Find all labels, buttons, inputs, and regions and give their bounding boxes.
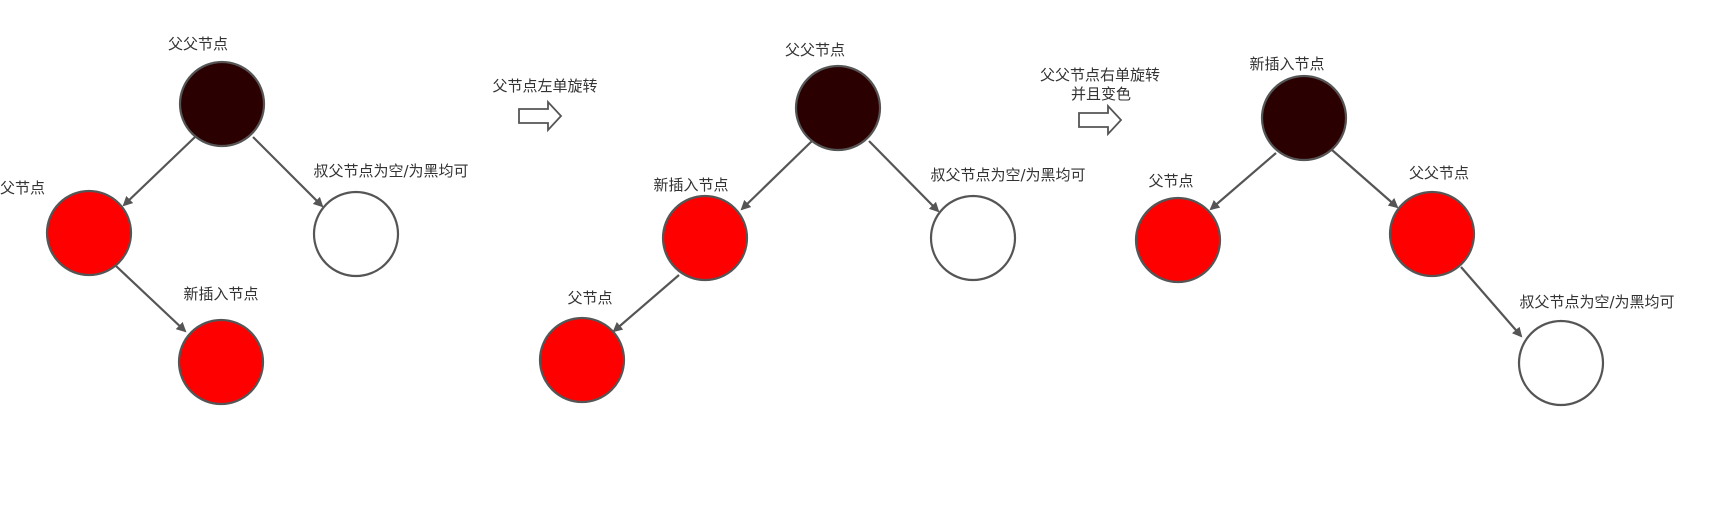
grandparent-label: 父父节点	[168, 35, 228, 53]
parent-label: 父节点	[1148, 172, 1193, 190]
grandparent-node-black	[178, 60, 266, 148]
parent-node-red	[1134, 196, 1222, 284]
edge-root-to-grandparent	[1331, 149, 1399, 209]
new-node-label: 新插入节点	[183, 285, 258, 303]
step-2-label-line1: 父父节点右单旋转	[1040, 66, 1160, 84]
step-1-label: 父节点左单旋转	[492, 77, 597, 95]
uncle-label: 叔父节点为空/为黑均可	[930, 166, 1085, 184]
root-label: 新插入节点	[1249, 55, 1324, 73]
new-node-red	[661, 194, 749, 282]
uncle-label: 叔父节点为空/为黑均可	[313, 162, 468, 180]
grandparent-node-black	[794, 64, 882, 152]
panel-1: 父父节点 父节点 叔父节点为空/为黑均可 新插入节点	[0, 35, 469, 406]
panel-2: 父父节点 新插入节点 叔父节点为空/为黑均可 父节点	[538, 41, 1086, 404]
new-node-red	[177, 318, 265, 406]
right-arrow-icon	[518, 99, 563, 133]
edge-grandparent-to-new-node	[740, 140, 813, 211]
grandparent-node-red	[1388, 190, 1476, 278]
parent-node-red	[45, 189, 133, 277]
parent-label: 父节点	[0, 179, 45, 197]
edge-parent-to-new-node	[115, 265, 187, 333]
panel-3: 新插入节点 父节点 父父节点 叔父节点为空/为黑均可	[1134, 55, 1675, 407]
edge-root-to-parent	[1209, 152, 1277, 211]
step-2-label-line2: 并且变色	[1071, 85, 1131, 103]
edge-new-node-to-parent	[612, 274, 680, 333]
edge-grandparent-to-uncle	[1460, 266, 1523, 338]
uncle-node-empty	[312, 190, 400, 278]
right-arrow-icon	[1078, 103, 1123, 137]
uncle-label: 叔父节点为空/为黑均可	[1519, 293, 1674, 311]
edge-grandparent-to-parent	[122, 136, 196, 207]
step-2: 父父节点右单旋转 并且变色	[1040, 66, 1160, 137]
grandparent-label: 父父节点	[1409, 164, 1469, 182]
parent-label: 父节点	[567, 289, 612, 307]
grandparent-label: 父父节点	[785, 41, 845, 59]
uncle-node-empty	[1517, 319, 1605, 407]
new-node-label: 新插入节点	[653, 176, 728, 194]
parent-node-red	[538, 316, 626, 404]
root-node-black	[1260, 74, 1348, 162]
edge-grandparent-to-uncle	[252, 136, 324, 208]
edge-grandparent-to-uncle	[868, 140, 940, 213]
step-1: 父节点左单旋转	[492, 77, 598, 133]
uncle-node-empty	[929, 194, 1017, 282]
